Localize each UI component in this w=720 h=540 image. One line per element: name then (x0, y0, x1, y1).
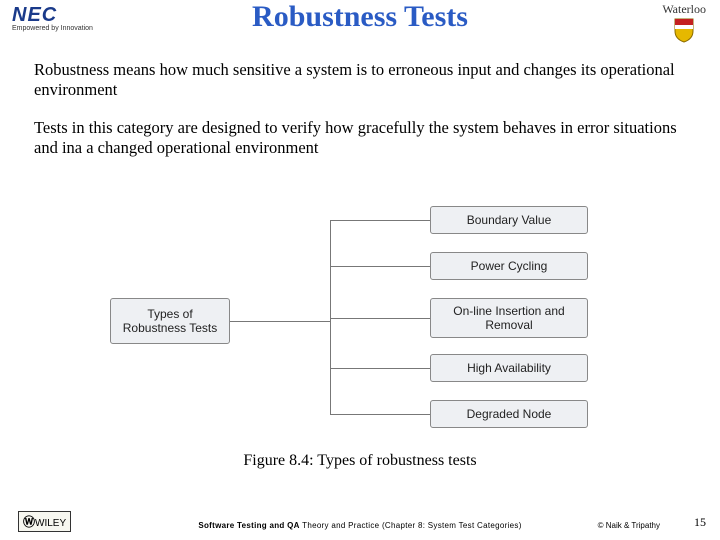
diagram-line (330, 220, 331, 414)
diagram-line (330, 220, 430, 221)
footer-copyright: © Naik & Tripathy (598, 521, 660, 530)
diagram-line (230, 321, 330, 322)
diagram-leaf-3: High Availability (430, 354, 588, 382)
diagram-leaf-2: On-line Insertion and Removal (430, 298, 588, 338)
page-number: 15 (694, 515, 706, 530)
paragraph-1: Robustness means how much sensitive a sy… (34, 60, 692, 100)
diagram-line (330, 266, 430, 267)
diagram-root-box: Types of Robustness Tests (110, 298, 230, 344)
waterloo-logo: Waterloo (662, 2, 706, 48)
diagram-leaf-4: Degraded Node (430, 400, 588, 428)
diagram-line (330, 414, 430, 415)
diagram-leaf-1: Power Cycling (430, 252, 588, 280)
diagram-line (330, 318, 430, 319)
footer: ⓌWILEY Software Testing and QA Theory an… (0, 508, 720, 532)
paragraph-2: Tests in this category are designed to v… (34, 118, 692, 158)
shield-icon (673, 17, 695, 43)
diagram-leaf-0: Boundary Value (430, 206, 588, 234)
footer-center-rest: Theory and Practice (Chapter 8: System T… (300, 521, 522, 530)
slide-title: Robustness Tests (0, 0, 720, 34)
robustness-diagram: Types of Robustness Tests Boundary Value… (110, 206, 610, 446)
footer-center-bold: Software Testing and QA (198, 521, 299, 530)
figure-caption: Figure 8.4: Types of robustness tests (0, 452, 720, 470)
diagram-line (330, 368, 430, 369)
waterloo-text: Waterloo (662, 2, 706, 17)
